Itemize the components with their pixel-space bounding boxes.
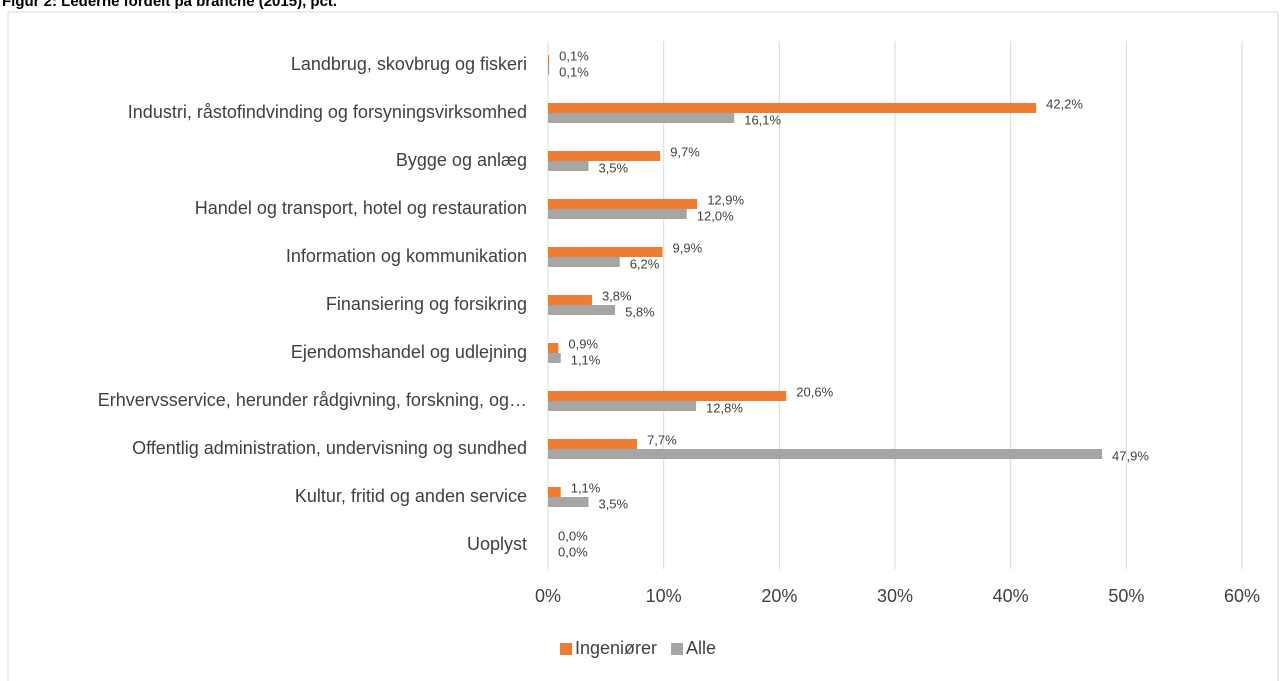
data-label: 3,8% xyxy=(602,288,632,303)
data-label: 0,1% xyxy=(559,64,589,79)
bar xyxy=(548,449,1103,459)
legend-swatch xyxy=(560,643,572,655)
bar xyxy=(548,401,697,411)
legend-label: Ingeniører xyxy=(575,638,657,658)
x-tick-label: 40% xyxy=(993,586,1029,606)
x-tick-label: 20% xyxy=(761,586,797,606)
bar xyxy=(548,487,561,497)
data-label: 9,7% xyxy=(670,144,700,159)
x-tick-label: 10% xyxy=(646,586,682,606)
y-tick-label: Ejendomshandel og udlejning xyxy=(291,342,527,362)
bar xyxy=(548,439,638,449)
data-label: 3,5% xyxy=(598,496,628,511)
bar xyxy=(548,161,589,171)
bar xyxy=(548,305,616,315)
x-tick-label: 30% xyxy=(877,586,913,606)
data-label: 9,9% xyxy=(673,240,703,255)
y-tick-label: Erhvervsservice, herunder rådgivning, fo… xyxy=(98,390,527,410)
bar xyxy=(548,353,561,363)
y-tick-label: Offentlig administration, undervisning o… xyxy=(132,438,527,458)
y-tick-label: Finansiering og forsikring xyxy=(326,294,527,314)
data-label: 12,8% xyxy=(706,400,743,415)
data-label: 6,2% xyxy=(630,256,660,271)
bar xyxy=(548,55,550,65)
data-label: 12,0% xyxy=(697,208,734,223)
data-label: 3,5% xyxy=(598,160,628,175)
legend-label: Alle xyxy=(686,638,716,658)
y-tick-label: Handel og transport, hotel og restaurati… xyxy=(195,198,527,218)
data-label: 47,9% xyxy=(1112,448,1149,463)
bar xyxy=(548,65,550,75)
bar xyxy=(548,257,620,267)
y-tick-label: Industri, råstofindvinding og forsynings… xyxy=(128,102,527,122)
data-label: 0,0% xyxy=(558,544,588,559)
x-tick-label: 60% xyxy=(1224,586,1260,606)
data-label: 20,6% xyxy=(796,384,833,399)
bar xyxy=(548,151,661,161)
y-tick-label: Kultur, fritid og anden service xyxy=(295,486,527,506)
bar xyxy=(548,343,559,353)
bar xyxy=(548,103,1037,113)
data-label: 42,2% xyxy=(1046,96,1083,111)
data-label: 5,8% xyxy=(625,304,655,319)
bar xyxy=(548,497,589,507)
bar xyxy=(548,391,787,401)
data-label: 0,9% xyxy=(568,336,598,351)
x-tick-label: 0% xyxy=(535,586,561,606)
chart-frame xyxy=(7,11,1279,681)
bar xyxy=(548,247,663,257)
y-tick-label: Uoplyst xyxy=(467,534,527,554)
data-label: 16,1% xyxy=(744,112,781,127)
bar xyxy=(548,113,735,123)
bar xyxy=(548,209,687,219)
legend-swatch xyxy=(671,643,684,655)
bar xyxy=(548,199,698,209)
y-tick-label: Information og kommunikation xyxy=(286,246,527,266)
data-label: 1,1% xyxy=(571,480,601,495)
data-label: 1,1% xyxy=(571,352,601,367)
y-tick-label: Landbrug, skovbrug og fiskeri xyxy=(291,54,527,74)
data-label: 12,9% xyxy=(707,192,744,207)
data-label: 0,1% xyxy=(559,48,589,63)
data-label: 0,0% xyxy=(558,528,588,543)
chart-title: Figur 2: Lederne fordelt på branche (201… xyxy=(2,0,337,10)
data-label: 7,7% xyxy=(647,432,677,447)
bar xyxy=(548,295,592,305)
y-tick-label: Bygge og anlæg xyxy=(396,150,527,170)
x-tick-label: 50% xyxy=(1108,586,1144,606)
